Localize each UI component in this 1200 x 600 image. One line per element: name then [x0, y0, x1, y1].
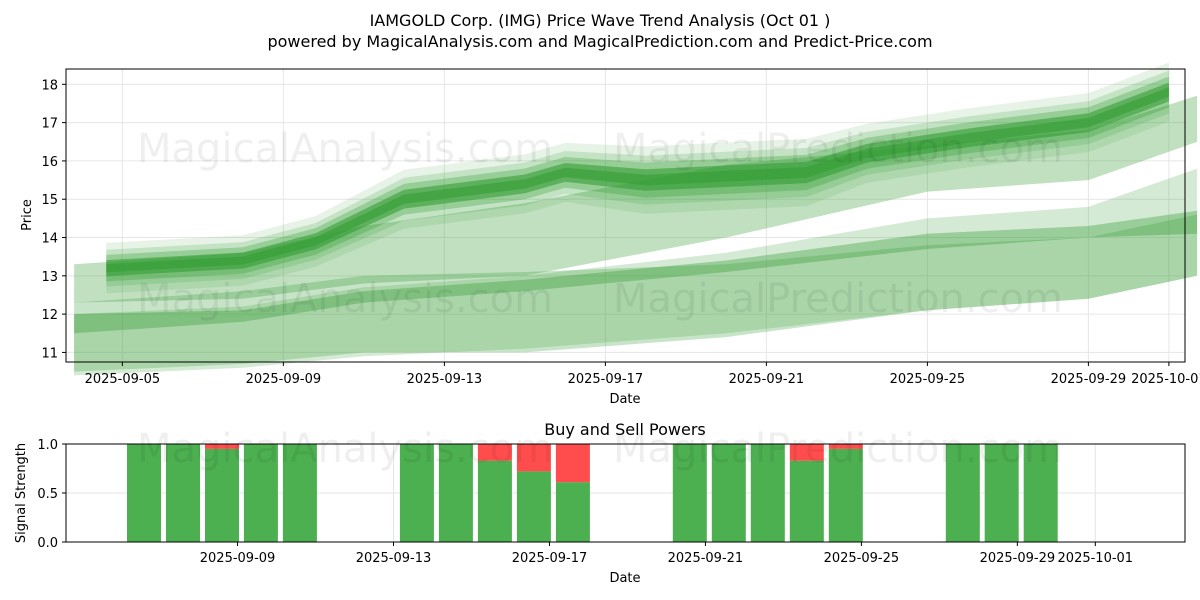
price-y-tick-label: 18	[41, 78, 58, 93]
price-x-label: Date	[609, 392, 640, 407]
buy-bar	[984, 444, 1019, 542]
sell-bar	[477, 444, 512, 461]
signal-ticks: 2025-09-09 2025-09-13 2025-09-17 2025-09-21…	[37, 438, 1133, 566]
buy-bar	[243, 444, 278, 542]
buy-bar	[828, 448, 863, 542]
watermark-right: MagicalPrediction.com	[613, 126, 1063, 172]
price-x-tick-label: 2025-10-01	[1131, 372, 1200, 387]
forecast-band	[74, 210, 1198, 334]
price-y-tick-label: 13	[41, 270, 58, 285]
price-x-tick-label: 2025-09-05	[85, 372, 161, 387]
buy-bar	[1023, 444, 1058, 542]
price-bands	[74, 62, 1198, 376]
sell-bar	[516, 444, 551, 472]
buy-bar	[516, 471, 551, 542]
signal-y-tick-label: 0.0	[37, 536, 58, 551]
signal-x-label: Date	[609, 571, 640, 586]
sell-bar	[828, 444, 863, 449]
chart-subtitle: powered by MagicalAnalysis.com and Magic…	[267, 32, 932, 51]
buy-bar	[477, 460, 512, 542]
signal-x-tick-label: 2025-09-17	[512, 551, 588, 566]
forecast-band	[74, 168, 1198, 376]
buy-bar	[282, 444, 317, 542]
chart-title: IAMGOLD Corp. (IMG) Price Wave Trend Ana…	[370, 11, 831, 30]
signal-x-tick-label: 2025-09-09	[200, 551, 276, 566]
forecast-band	[74, 214, 1198, 372]
price-y-tick-label: 16	[41, 155, 58, 170]
buy-bar	[672, 444, 707, 542]
price-x-tick-label: 2025-09-09	[246, 372, 322, 387]
watermark-left: MagicalAnalysis.com	[137, 126, 553, 172]
price-ticks: 2025-09-05 2025-09-09 2025-09-13 2025-09-17…	[41, 78, 1200, 387]
buy-bar	[711, 444, 746, 542]
buy-bar	[205, 448, 239, 542]
price-grid	[66, 69, 1185, 362]
watermark-left-lower: MagicalAnalysis.com	[137, 276, 553, 322]
signal-x-tick-label: 2025-09-25	[824, 551, 900, 566]
price-panel: MagicalAnalysis.com MagicalPrediction.co…	[20, 62, 1200, 407]
buy-bar	[750, 444, 785, 542]
price-x-tick-label: 2025-09-21	[729, 372, 805, 387]
price-wave-band	[106, 87, 1169, 273]
sell-bar	[555, 444, 590, 483]
price-x-tick-label: 2025-09-13	[407, 372, 483, 387]
watermark-right-lower: MagicalPrediction.com	[613, 276, 1063, 322]
signal-y-label: Signal Strength	[14, 443, 29, 543]
signal-x-tick-label: 2025-09-13	[356, 551, 432, 566]
sell-bar	[205, 444, 239, 449]
signal-title: Buy and Sell Powers	[544, 420, 706, 439]
watermark-signal-left: MagicalAnalysis.com	[137, 426, 553, 472]
price-y-tick-label: 15	[41, 193, 58, 208]
price-y-label: Price	[20, 199, 35, 231]
signal-x-tick-label: 2025-10-01	[1058, 551, 1134, 566]
price-y-tick-label: 14	[41, 232, 58, 247]
price-y-tick-label: 12	[41, 308, 58, 323]
price-y-tick-label: 11	[41, 346, 58, 361]
buy-bar	[166, 444, 200, 542]
price-x-tick-label: 2025-09-25	[890, 372, 966, 387]
signal-panel: Buy and Sell Powers MagicalAnalysis.com …	[14, 420, 1186, 586]
buy-bar	[438, 444, 473, 542]
sell-bar	[789, 444, 824, 461]
buy-bar	[945, 444, 980, 542]
signal-x-tick-label: 2025-09-29	[980, 551, 1056, 566]
price-x-tick-label: 2025-09-29	[1051, 372, 1127, 387]
signal-x-tick-label: 2025-09-21	[668, 551, 744, 566]
buy-bar	[127, 444, 161, 542]
price-axes-frame	[65, 68, 1186, 363]
signal-y-tick-label: 0.5	[37, 487, 58, 502]
buy-bar	[399, 444, 434, 542]
price-x-tick-label: 2025-09-17	[568, 372, 644, 387]
signal-y-tick-label: 1.0	[37, 438, 58, 453]
signal-bars	[127, 444, 1058, 542]
watermark-signal-right: MagicalPrediction.com	[613, 426, 1063, 472]
price-y-tick-label: 17	[41, 117, 58, 132]
buy-bar	[789, 460, 824, 542]
buy-bar	[555, 482, 590, 542]
